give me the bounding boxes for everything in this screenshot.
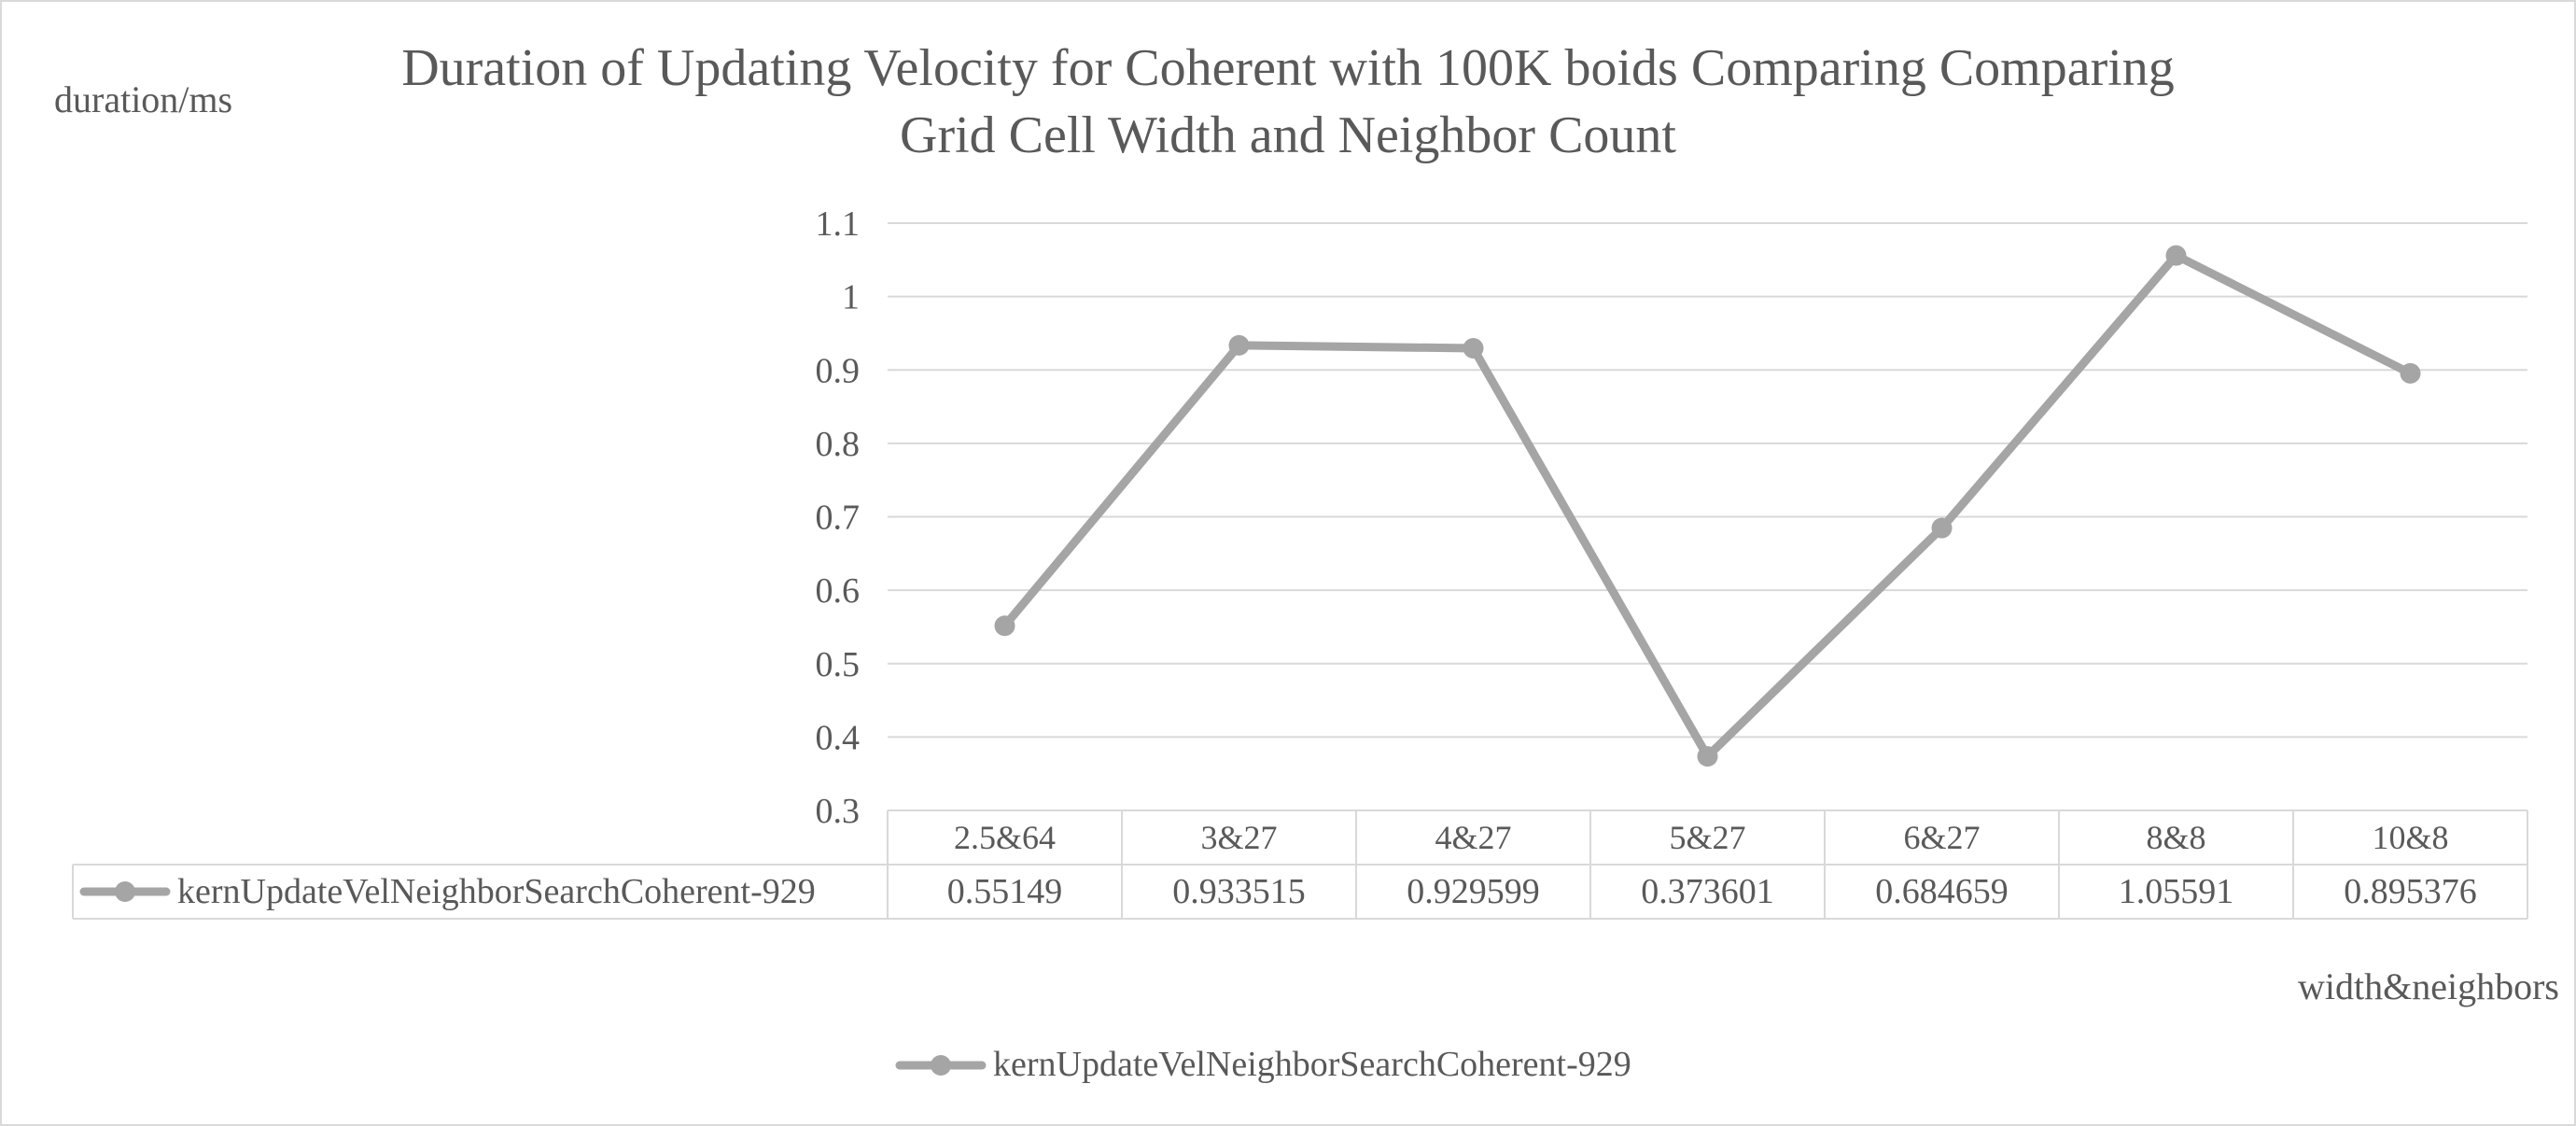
y-tick-label: 0.7 [816, 499, 861, 538]
x-category-label: 6&27 [1903, 819, 1980, 856]
y-tick-label: 0.9 [816, 351, 861, 390]
chart-title-line-1: Duration of Updating Velocity for Cohere… [401, 39, 2175, 97]
y-tick-label: 1.1 [816, 204, 861, 244]
table-value-cell: 0.929599 [1407, 872, 1540, 911]
data-point [2165, 245, 2187, 266]
y-tick-labels: 0.3 0.4 0.5 0.6 0.7 0.8 0.9 1 1.1 [816, 204, 861, 831]
y-tick-label: 0.3 [816, 792, 861, 831]
table-value-cell: 0.55149 [947, 872, 1063, 911]
table-series-point-marker [115, 881, 135, 902]
y-axis-label: duration/ms [54, 78, 232, 120]
data-point [994, 615, 1015, 637]
y-tick-label: 0.6 [816, 571, 861, 611]
data-table: 2.5&64 3&27 4&27 5&27 6&27 8&8 10&8 kernUpdateV… [72, 809, 2528, 920]
x-category-label: 4&27 [1435, 819, 1511, 856]
y-tick-label: 0.4 [816, 718, 861, 757]
series-layer [994, 245, 2421, 767]
x-category-label: 8&8 [2146, 819, 2205, 856]
table-value-cell: 0.895376 [2344, 872, 2477, 911]
data-point [2400, 362, 2421, 384]
table-series-name: kernUpdateVelNeighborSearchCoherent-929 [177, 872, 816, 911]
data-point [1931, 517, 1953, 539]
y-tick-label: 0.8 [816, 425, 861, 464]
table-value-cell: 0.684659 [1875, 872, 2009, 911]
x-category-label: 3&27 [1200, 819, 1277, 856]
legend: kernUpdateVelNeighborSearchCoherent-929 [895, 1045, 1631, 1084]
data-point [1228, 334, 1250, 356]
series-line [1001, 251, 2415, 761]
table-value-cell: 0.373601 [1641, 872, 1774, 911]
x-category-label: 10&8 [2372, 819, 2448, 856]
x-axis-label: width&neighbors [2298, 965, 2559, 1007]
x-category-label: 2.5&64 [954, 819, 1056, 856]
chart-title-line-2: Grid Cell Width and Neighbor Count [900, 106, 1676, 164]
legend-series-name: kernUpdateVelNeighborSearchCoherent-929 [993, 1045, 1631, 1084]
data-point [1697, 746, 1718, 767]
legend-point-marker [931, 1055, 951, 1076]
x-category-label: 5&27 [1669, 819, 1745, 856]
table-value-cell: 0.933515 [1172, 872, 1306, 911]
data-point [1463, 337, 1484, 359]
y-tick-label: 0.5 [816, 645, 861, 684]
y-tick-label: 1 [842, 278, 860, 317]
table-value-cell: 1.05591 [2119, 872, 2234, 911]
